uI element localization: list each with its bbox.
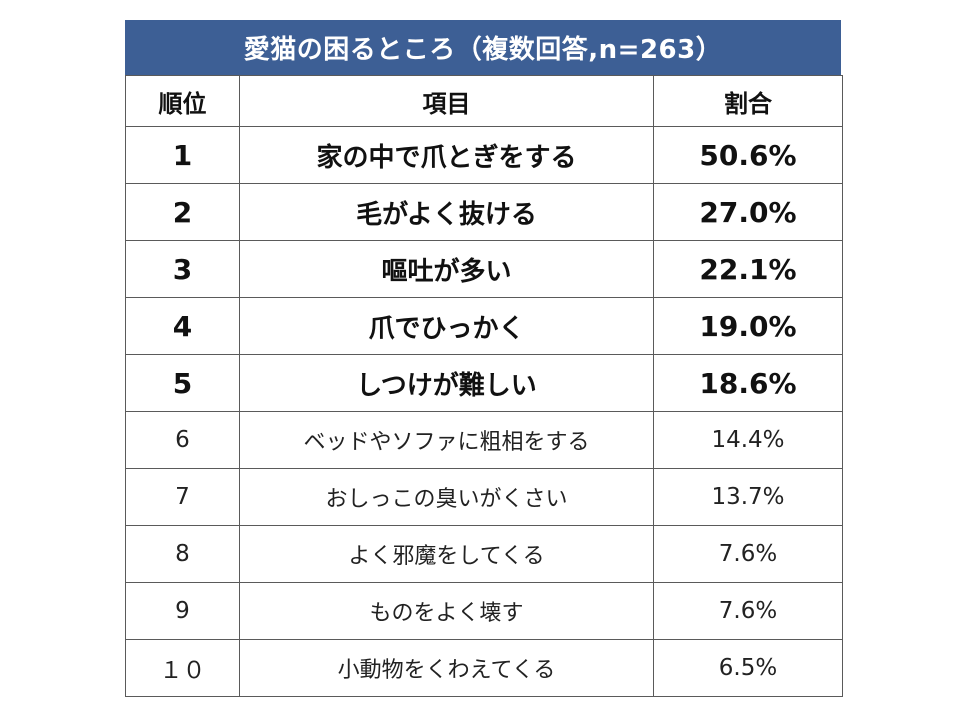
item-cell: よく邪魔をしてくる [239,525,654,583]
table-row: 5 しつけが難しい 18.6% [125,354,843,412]
table-body: 1 家の中で爪とぎをする 50.6% 2 毛がよく抜ける 27.0% 3 嘔吐が多い 22.1%… [125,126,843,697]
header-row: 順位 項目 割合 [125,75,843,127]
rank-cell: 5 [125,354,240,412]
table-row: 4 爪でひっかく 19.0% [125,297,843,355]
header-rank: 順位 [125,75,240,127]
percent-cell: 27.0% [653,183,843,241]
percent-cell: 13.7% [653,468,843,526]
item-cell: 嘔吐が多い [239,240,654,298]
percent-cell: 18.6% [653,354,843,412]
rank-cell: 3 [125,240,240,298]
item-cell: おしっこの臭いがくさい [239,468,654,526]
percent-cell: 6.5% [653,639,843,697]
item-cell: しつけが難しい [239,354,654,412]
percent-cell: 14.4% [653,411,843,469]
rank-cell: １０ [125,639,240,697]
item-cell: 爪でひっかく [239,297,654,355]
table-row: 1 家の中で爪とぎをする 50.6% [125,126,843,184]
percent-cell: 19.0% [653,297,843,355]
rank-cell: 6 [125,411,240,469]
rank-cell: 9 [125,582,240,640]
table-row: 6 ベッドやソファに粗相をする 14.4% [125,411,843,469]
table-row: 8 よく邪魔をしてくる 7.6% [125,525,843,583]
header-percent: 割合 [653,75,843,127]
item-cell: ベッドやソファに粗相をする [239,411,654,469]
percent-cell: 7.6% [653,582,843,640]
item-cell: 小動物をくわえてくる [239,639,654,697]
rank-cell: 4 [125,297,240,355]
item-cell: ものをよく壊す [239,582,654,640]
percent-cell: 22.1% [653,240,843,298]
table-row: 7 おしっこの臭いがくさい 13.7% [125,468,843,526]
item-cell: 家の中で爪とぎをする [239,126,654,184]
percent-cell: 50.6% [653,126,843,184]
rank-cell: 8 [125,525,240,583]
table-row: 2 毛がよく抜ける 27.0% [125,183,843,241]
table-row: １０ 小動物をくわえてくる 6.5% [125,639,843,697]
table-title: 愛猫の困るところ（複数回答,n=263） [125,20,841,75]
table-row: 9 ものをよく壊す 7.6% [125,582,843,640]
rank-cell: 7 [125,468,240,526]
rank-cell: 2 [125,183,240,241]
ranking-table: 順位 項目 割合 1 家の中で爪とぎをする 50.6% 2 毛がよく抜ける 27.0% 3 嘔… [125,75,843,697]
percent-cell: 7.6% [653,525,843,583]
item-cell: 毛がよく抜ける [239,183,654,241]
table-row: 3 嘔吐が多い 22.1% [125,240,843,298]
header-item: 項目 [239,75,654,127]
rank-cell: 1 [125,126,240,184]
